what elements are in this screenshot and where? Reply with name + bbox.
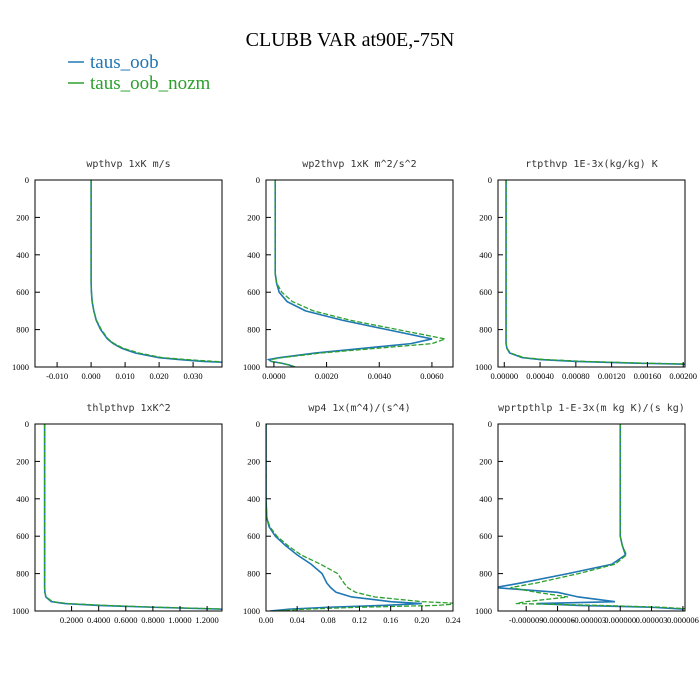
plot-lines	[505, 180, 685, 366]
y-tick-label: 600	[247, 287, 260, 297]
x-tick-label: 0.010	[116, 371, 135, 381]
y-tick-label: 600	[479, 531, 492, 541]
y-tick-label: 800	[247, 569, 260, 579]
y-tick-label: 1000	[12, 362, 29, 372]
y-tick-label: 1000	[475, 606, 492, 616]
x-tick-label: 0.16	[383, 615, 398, 625]
x-tick-label: -0.000006	[540, 615, 575, 625]
x-tick-label: 0.000	[82, 371, 101, 381]
y-tick-label: 1000	[475, 362, 492, 372]
x-tick-label: 0.2000	[60, 615, 83, 625]
profile-line	[90, 180, 222, 363]
y-tick-label: 800	[479, 325, 492, 335]
x-tick-label: 0.0040	[368, 371, 391, 381]
x-tick-label: 0.0020	[315, 371, 338, 381]
y-tick-label: 400	[16, 494, 29, 504]
y-tick-label: 800	[16, 569, 29, 579]
x-tick-label: 0.20	[414, 615, 429, 625]
y-tick-label: 600	[479, 287, 492, 297]
x-tick-label: 0.00120	[598, 371, 626, 381]
plot-frame	[265, 179, 454, 368]
panel-title: wp2thvp 1xK m^2/s^2	[302, 159, 416, 170]
x-tick-label: 0.0060	[420, 371, 443, 381]
x-tick-label: 0.00000	[490, 371, 518, 381]
profile-line	[266, 424, 453, 611]
x-tick-label: 0.00160	[634, 371, 662, 381]
y-tick-label: 0	[488, 175, 492, 185]
x-tick-label: -0.000009	[509, 615, 544, 625]
x-tick-label: 0.020	[150, 371, 169, 381]
x-tick-label: 0.000006	[667, 615, 699, 625]
y-tick-label: 0	[256, 175, 260, 185]
y-tick-label: 0	[25, 175, 29, 185]
y-tick-label: 200	[247, 212, 260, 222]
y-tick-label: 600	[16, 531, 29, 541]
y-tick-label: 800	[16, 325, 29, 335]
x-tick-label: 0.000000	[604, 615, 636, 625]
y-tick-label: 400	[479, 250, 492, 260]
x-tick-label: 0.8000	[141, 615, 164, 625]
profile-line	[43, 424, 222, 610]
y-tick-label: 0	[256, 419, 260, 429]
x-tick-label: 0.12	[352, 615, 367, 625]
x-tick-label: 1.0000	[168, 615, 191, 625]
x-tick-label: 0.030	[184, 371, 203, 381]
plot-lines	[266, 180, 448, 367]
plot-frame	[497, 423, 686, 612]
x-tick-label: 0.0000	[262, 371, 285, 381]
profile-line	[510, 424, 685, 610]
plot-lines	[498, 424, 685, 611]
y-tick-label: 400	[479, 494, 492, 504]
plot-frame	[497, 179, 686, 368]
y-tick-label: 0	[488, 419, 492, 429]
y-tick-label: 400	[247, 494, 260, 504]
x-tick-label: 0.24	[446, 615, 462, 625]
y-tick-label: 600	[16, 287, 29, 297]
x-tick-label: 0.08	[321, 615, 336, 625]
x-tick-label: -0.000003	[572, 615, 607, 625]
profile-line	[266, 424, 422, 611]
panel-title: wp4 1x(m^4)/(s^4)	[308, 403, 410, 414]
y-tick-label: 200	[247, 456, 260, 466]
y-tick-label: 800	[479, 569, 492, 579]
x-tick-label: -0.010	[46, 371, 68, 381]
y-tick-label: 200	[479, 456, 492, 466]
y-tick-label: 0	[25, 419, 29, 429]
y-tick-label: 1000	[243, 362, 260, 372]
x-tick-label: 0.6000	[114, 615, 137, 625]
plot-lines	[43, 424, 222, 610]
plot-frame	[34, 423, 223, 612]
y-tick-label: 400	[16, 250, 29, 260]
profile-line	[505, 180, 685, 365]
x-tick-label: 0.00200	[669, 371, 697, 381]
panel-title: wpthvp 1xK m/s	[86, 159, 170, 170]
x-tick-label: 0.4000	[87, 615, 110, 625]
x-tick-label: 1.2000	[195, 615, 218, 625]
plot-lines	[90, 180, 222, 364]
panel-title: rtpthvp 1E-3x(kg/kg) K	[525, 159, 657, 170]
x-tick-label: 0.04	[290, 615, 306, 625]
panel-title: wprtpthlp 1-E-3x(m kg K)/(s kg)	[498, 403, 685, 414]
profile-line	[270, 180, 448, 367]
legend-label: taus_oob	[90, 52, 159, 73]
panel-title: thlpthvp 1xK^2	[86, 403, 170, 414]
plot-frame	[34, 179, 223, 368]
plot-lines	[266, 424, 453, 611]
y-tick-label: 200	[16, 212, 29, 222]
y-tick-label: 400	[247, 250, 260, 260]
x-tick-label: 0.00080	[562, 371, 590, 381]
y-tick-label: 1000	[12, 606, 29, 616]
y-tick-label: 800	[247, 325, 260, 335]
y-tick-label: 1000	[243, 606, 260, 616]
x-tick-label: 0.000003	[636, 615, 668, 625]
y-tick-label: 600	[247, 531, 260, 541]
page-title: CLUBB VAR at90E,-75N	[246, 29, 455, 51]
legend-label: taus_oob_nozm	[90, 73, 211, 94]
y-tick-label: 200	[479, 212, 492, 222]
x-tick-label: 0.00040	[526, 371, 554, 381]
y-tick-label: 200	[16, 456, 29, 466]
x-tick-label: 0.00	[259, 615, 274, 625]
